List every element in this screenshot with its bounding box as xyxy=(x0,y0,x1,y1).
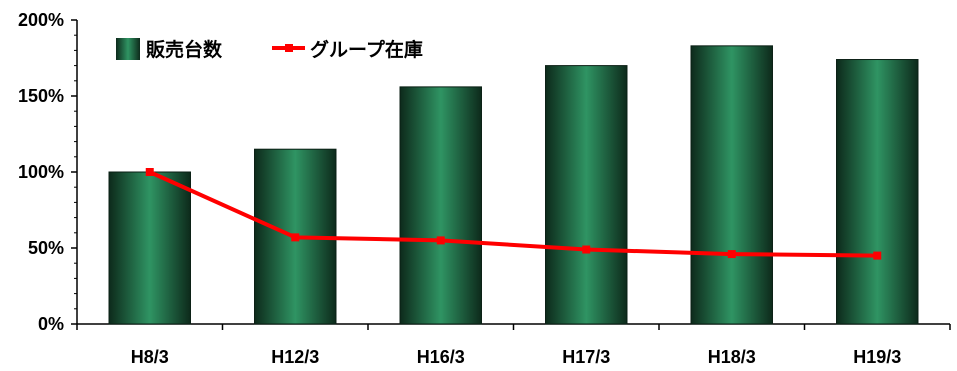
line-point xyxy=(436,236,445,245)
x-tick-label: H8/3 xyxy=(131,347,169,367)
line-path xyxy=(148,170,878,258)
line-point xyxy=(145,168,154,176)
y-tick-label: 150% xyxy=(18,86,64,106)
bar xyxy=(399,86,482,325)
x-axis-ticks: H8/3 H12/3 H16/3 H17/3 H18/3 H19/3 xyxy=(76,324,951,367)
bar-series xyxy=(108,45,919,325)
bar xyxy=(545,65,628,325)
line-point xyxy=(873,251,882,260)
line-point xyxy=(727,250,736,259)
legend-bar-swatch xyxy=(116,38,140,60)
bar xyxy=(836,59,919,325)
x-tick-label: H17/3 xyxy=(562,347,610,367)
y-tick-label: 50% xyxy=(28,238,64,258)
legend-line-marker xyxy=(285,44,293,52)
y-axis-ticks: 0% 50% 100% 150% 200% xyxy=(18,10,77,334)
line-point xyxy=(582,245,591,254)
legend: 販売台数 グループ在庫 xyxy=(116,38,423,61)
bar xyxy=(108,171,191,325)
x-tick-label: H16/3 xyxy=(417,347,465,367)
line-series xyxy=(145,168,882,260)
y-tick-label: 200% xyxy=(18,10,64,30)
legend-bar-label: 販売台数 xyxy=(146,38,223,61)
plot-area: 0% 50% 100% 150% 200% H8/3 H12/3 H16/3 H17/3 H18… xyxy=(18,10,951,367)
y-tick-label: 100% xyxy=(18,162,64,182)
x-tick-label: H18/3 xyxy=(708,347,756,367)
x-tick-label: H12/3 xyxy=(271,347,319,367)
bar xyxy=(690,45,773,325)
line-point xyxy=(291,233,300,242)
y-tick-label: 0% xyxy=(38,314,64,334)
legend-line-label: グループ在庫 xyxy=(310,38,423,61)
x-tick-label: H19/3 xyxy=(853,347,901,367)
